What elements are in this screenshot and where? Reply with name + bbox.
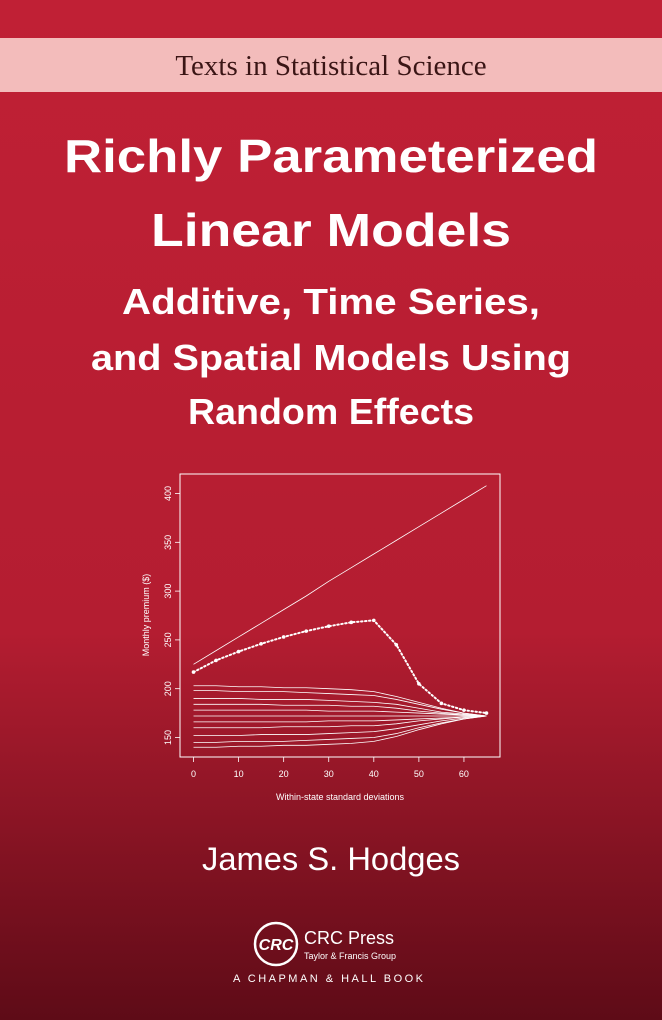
data-line (193, 715, 487, 743)
subtitle-line: Random Effects (188, 391, 474, 432)
data-line (193, 703, 487, 717)
subtitle-line: Additive, Time Series, (122, 281, 540, 322)
publisher-name: CRC Press (304, 928, 394, 948)
logo-ring (253, 921, 299, 967)
data-line (193, 685, 487, 717)
x-tick-label: 60 (459, 769, 469, 779)
logo-text: CRC (259, 937, 294, 954)
y-tick-label: 200 (163, 681, 173, 696)
series-band (0, 38, 662, 92)
data-line (193, 715, 487, 748)
y-tick-label: 150 (163, 730, 173, 745)
y-axis-label: Monthly premium ($) (141, 574, 151, 657)
plot-frame (179, 473, 501, 758)
title-line: Richly Parameterized (64, 130, 598, 182)
title-line: Linear Models (151, 204, 511, 256)
x-tick-label: 20 (279, 769, 289, 779)
imprint: A CHAPMAN & HALL BOOK (233, 973, 424, 985)
publisher-group: Taylor & Francis Group (304, 951, 396, 961)
data-line (193, 485, 487, 665)
x-tick-label: 30 (324, 769, 334, 779)
data-line (193, 698, 487, 717)
subtitle-line: and Spatial Models Using (91, 337, 571, 378)
y-tick-label: 250 (163, 632, 173, 647)
data-line (193, 715, 487, 723)
x-axis-label: Within-state standard deviations (276, 792, 405, 802)
data-line (193, 715, 487, 736)
author: James S. Hodges (202, 841, 460, 877)
data-line (193, 709, 487, 717)
chart: Within-state standard deviations Monthly… (141, 473, 501, 802)
data-line (193, 690, 487, 717)
x-tick-label: 0 (191, 769, 196, 779)
x-tick-label: 50 (414, 769, 424, 779)
data-dot (484, 711, 489, 715)
dotted-line (192, 619, 488, 715)
x-tick-label: 10 (234, 769, 244, 779)
publisher: CRC CRC Press Taylor & Francis Group A C… (233, 921, 424, 985)
y-tick-label: 400 (163, 486, 173, 501)
y-tick-label: 300 (163, 584, 173, 599)
y-tick-label: 350 (163, 535, 173, 550)
series-title: Texts in Statistical Science (175, 50, 486, 82)
x-tick-label: 40 (369, 769, 379, 779)
data-line (193, 715, 487, 729)
